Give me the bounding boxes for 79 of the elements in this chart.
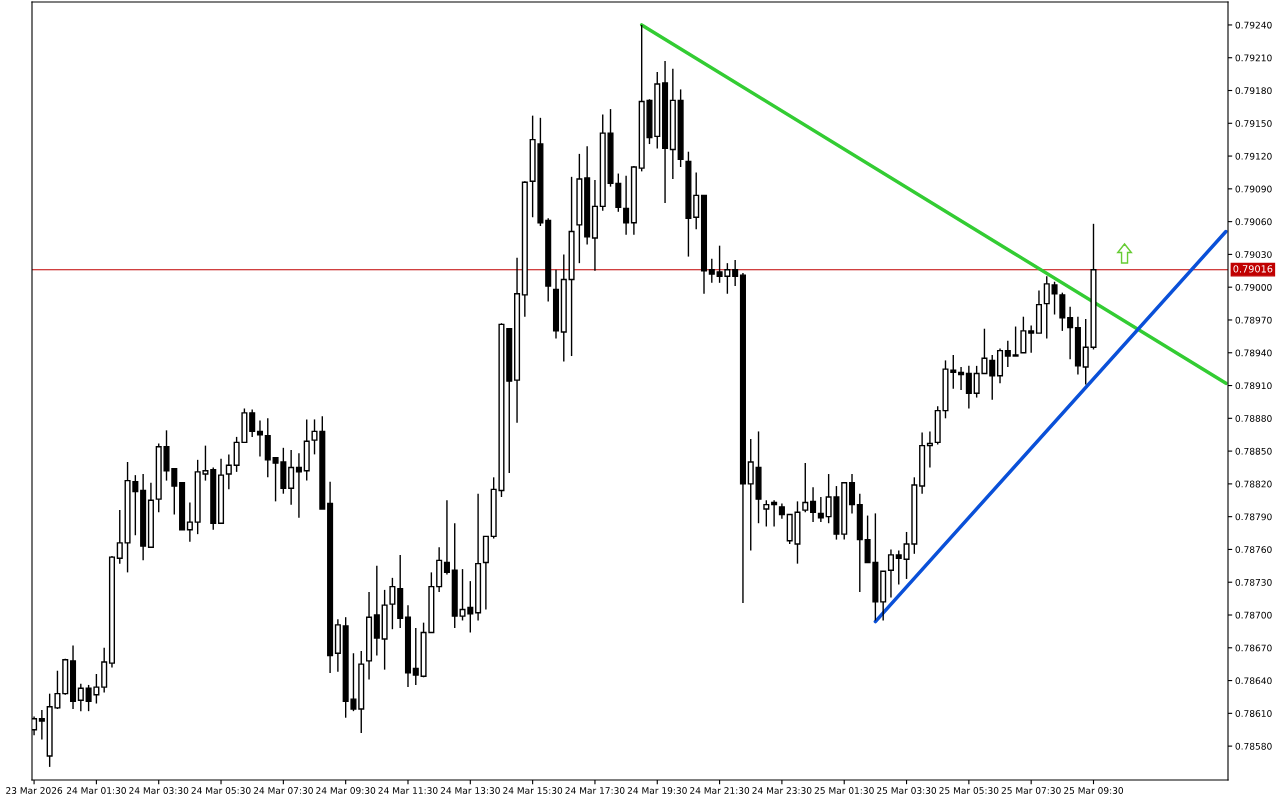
y-tick-label: 0.78640 — [1235, 677, 1272, 685]
candlestick — [373, 565, 380, 657]
y-tick-label: 0.79000 — [1235, 283, 1272, 291]
candlestick — [412, 627, 419, 686]
y-tick-label: 0.79240 — [1235, 21, 1272, 29]
y-tick-label: 0.78910 — [1235, 382, 1272, 390]
y-tick-label: 0.79120 — [1235, 152, 1272, 160]
y-tick-label: 0.79030 — [1235, 251, 1272, 258]
y-tick-label: 0.79090 — [1235, 185, 1272, 193]
y-tick-label: 0.78850 — [1235, 447, 1272, 455]
candlestick — [256, 419, 264, 458]
y-tick-label: 0.78790 — [1235, 513, 1272, 521]
x-tick-label: 25 Mar 01:30 — [814, 787, 874, 794]
candlestick — [887, 548, 894, 599]
candlestick — [693, 171, 700, 230]
candlestick — [708, 258, 715, 284]
candlestick — [77, 683, 84, 712]
y-tick-label: 0.78610 — [1235, 710, 1272, 717]
x-tick-label: 24 Mar 09:30 — [316, 787, 376, 794]
y-tick-label: 0.78940 — [1235, 349, 1272, 357]
candlestick — [249, 408, 256, 438]
candlestick — [1020, 316, 1027, 354]
y-tick-label: 0.79210 — [1235, 54, 1272, 62]
candlestick — [116, 509, 123, 565]
y-tick-label: 0.78970 — [1235, 316, 1272, 324]
candlestick — [1067, 306, 1074, 361]
candlestick — [958, 366, 965, 391]
y-tick-label: 0.78880 — [1235, 415, 1272, 422]
candlestick — [926, 430, 933, 469]
candlestick — [38, 709, 45, 741]
y-tick-label: 0.78730 — [1235, 578, 1272, 586]
x-tick-label: 25 Mar 03:30 — [877, 787, 937, 794]
candlestick — [623, 175, 630, 236]
candlestick — [295, 452, 302, 519]
x-tick-label: 24 Mar 19:30 — [627, 787, 687, 794]
x-tick-label: 24 Mar 21:30 — [690, 787, 750, 794]
x-tick-label: 24 Mar 05:30 — [191, 787, 251, 794]
candlestick — [810, 486, 817, 523]
x-tick-label: 24 Mar 15:30 — [503, 787, 563, 794]
x-tick-label: 24 Mar 13:30 — [440, 787, 500, 794]
candlestick — [989, 354, 996, 401]
y-tick-label: 0.78760 — [1235, 546, 1272, 553]
y-tick-label: 0.79060 — [1235, 218, 1272, 226]
candlestick — [848, 473, 856, 515]
y-tick-label: 0.78580 — [1235, 742, 1272, 750]
x-tick-label: 24 Mar 17:30 — [565, 787, 625, 794]
candlestick — [1028, 324, 1035, 354]
candlestick — [1051, 281, 1058, 316]
x-tick-label: 24 Mar 11:30 — [378, 787, 438, 794]
y-tick-label: 0.78670 — [1235, 644, 1272, 652]
x-tick-label: 23 Mar 2026 — [6, 787, 63, 794]
x-tick-label: 25 Mar 09:30 — [1064, 787, 1124, 794]
candlestick — [817, 496, 824, 523]
candlestick — [1004, 340, 1011, 368]
candlestick — [732, 259, 739, 287]
candlestick — [288, 449, 295, 506]
candlestick — [747, 438, 754, 552]
y-tick-label: 0.78700 — [1235, 611, 1272, 619]
candlestick — [1012, 325, 1019, 357]
candlestick — [763, 499, 770, 528]
x-tick-label: 24 Mar 03:30 — [129, 787, 189, 794]
y-tick-label: 0.79180 — [1235, 87, 1272, 95]
x-tick-label: 25 Mar 07:30 — [1001, 787, 1061, 794]
x-tick-label: 24 Mar 01:30 — [66, 787, 126, 794]
candlestick — [186, 501, 193, 543]
x-tick-label: 24 Mar 07:30 — [253, 787, 313, 794]
candlestick — [443, 499, 450, 576]
candlestick — [802, 462, 809, 513]
candlestick — [1043, 275, 1050, 340]
candlestick — [895, 549, 902, 586]
x-tick-label: 24 Mar 23:30 — [752, 787, 812, 794]
ref-line-label: 0.79016 — [1233, 265, 1273, 273]
y-tick-label: 0.78820 — [1235, 480, 1272, 488]
y-tick-label: 0.79150 — [1235, 120, 1272, 127]
candlestick — [225, 453, 232, 491]
x-tick-label: 25 Mar 05:30 — [939, 787, 999, 794]
candlestick — [1059, 291, 1066, 332]
candlestick — [965, 365, 972, 410]
candlestick — [771, 499, 778, 528]
